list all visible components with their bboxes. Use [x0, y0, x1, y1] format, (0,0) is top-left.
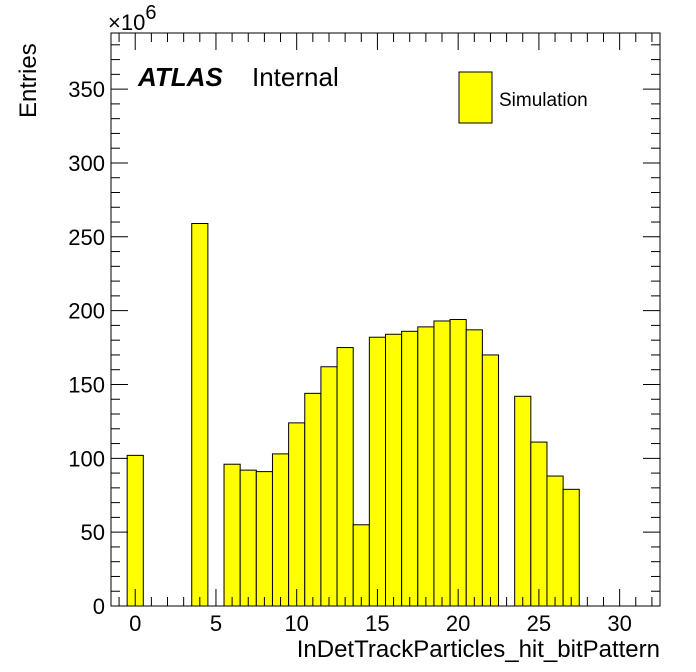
histogram-bar: [126, 454, 144, 607]
x-tick-label: 10: [284, 611, 308, 636]
x-tick-label: 20: [446, 611, 470, 636]
legend: Simulation: [458, 71, 588, 124]
histogram-bar: [562, 488, 580, 607]
histogram-bar: [271, 453, 290, 607]
atlas-label: ATLAS: [137, 62, 223, 92]
histogram-bar: [465, 329, 483, 607]
histogram-bar: [368, 336, 386, 607]
internal-label: Internal: [252, 62, 339, 92]
y-tick-label: 300: [68, 151, 105, 176]
x-tick-label: 25: [527, 611, 551, 636]
histogram-bar: [304, 392, 322, 607]
y-tick-label: 50: [81, 520, 105, 545]
histogram-bar: [530, 441, 548, 607]
histogram-bar: [433, 320, 451, 607]
bars-layer: [126, 223, 580, 607]
plot-frame: [110, 32, 661, 607]
y-axis-multiplier-base: ×10: [108, 10, 145, 35]
histogram-bar: [481, 354, 500, 607]
x-axis-title: InDetTrackParticles_hit_bitPattern: [297, 636, 660, 663]
minor-ticks-layer: [111, 33, 660, 606]
y-tick-label: 150: [68, 372, 105, 397]
histogram-bar: [191, 223, 209, 607]
y-axis-multiplier-exponent: 6: [145, 2, 156, 24]
histogram-bar: [223, 463, 241, 607]
x-tick-labels: 0 5 10 15 20 25 30: [129, 611, 632, 636]
legend-swatch-simulation: [458, 71, 493, 124]
y-tick-label: 100: [68, 446, 105, 471]
histogram-bar: [546, 475, 564, 607]
y-axis-title: Entries: [15, 43, 42, 118]
y-tick-labels: 0 50 100 150 200 250 300 350: [68, 77, 105, 619]
legend-label-simulation: Simulation: [499, 90, 588, 111]
y-tick-label: 250: [68, 225, 105, 250]
histogram-bar: [239, 469, 257, 607]
histogram-bar: [385, 333, 403, 607]
histogram-bar: [288, 422, 306, 607]
histogram-bar: [255, 471, 273, 607]
y-tick-label: 0: [93, 594, 105, 619]
histogram-bar: [352, 524, 370, 607]
histogram-bar: [514, 395, 532, 607]
histogram-bar: [401, 330, 419, 607]
x-tick-label: 30: [607, 611, 631, 636]
y-axis-multiplier: ×106: [108, 2, 156, 35]
histogram-bar: [320, 366, 338, 607]
major-ticks-layer: [111, 33, 660, 607]
histogram-bar: [336, 347, 354, 607]
x-tick-label: 15: [365, 611, 389, 636]
x-tick-label: 5: [210, 611, 222, 636]
x-tick-label: 0: [129, 611, 141, 636]
y-tick-label: 350: [68, 77, 105, 102]
histogram-bar: [417, 326, 435, 607]
histogram-bar: [449, 319, 467, 607]
y-tick-label: 200: [68, 299, 105, 324]
